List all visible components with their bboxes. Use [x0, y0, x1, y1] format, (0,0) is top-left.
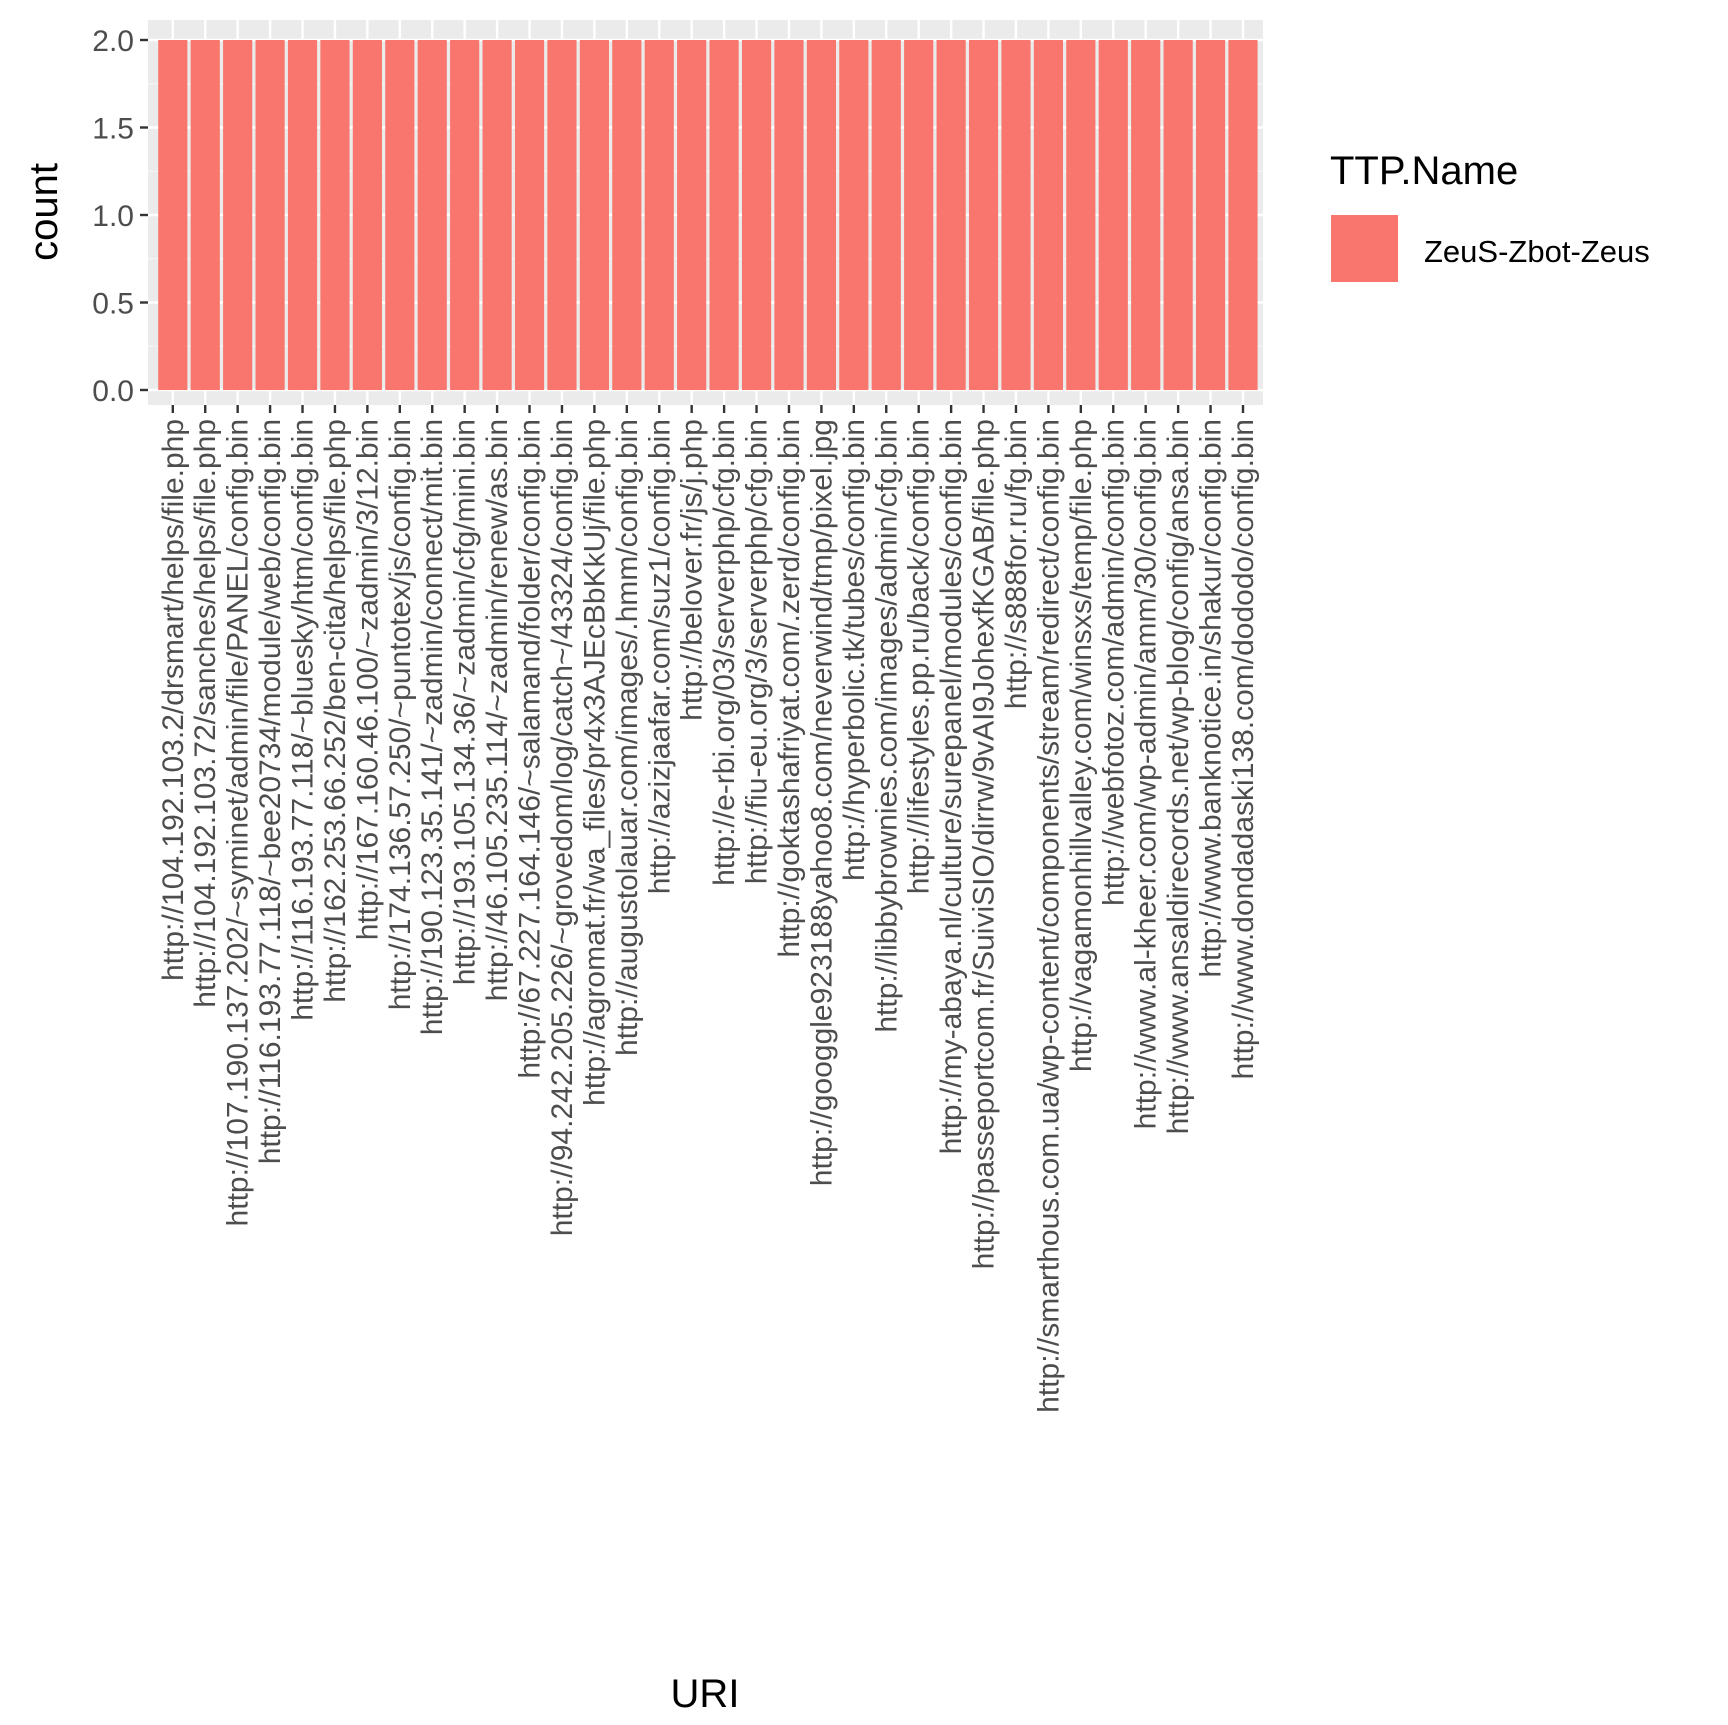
x-tick-label: http://webfotoz.com/admin/config.bin — [1097, 419, 1130, 906]
bar — [287, 40, 318, 390]
y-tick-label: 1.0 — [92, 200, 134, 233]
legend-label: ZeuS-Zbot-Zeus — [1424, 234, 1650, 269]
bar — [612, 40, 642, 390]
x-tick-label: http://smarthous.com.ua/wp-content/compo… — [1032, 419, 1065, 1413]
x-tick-label: http://vagamonhillvalley.com/winsxs/temp… — [1065, 419, 1098, 1072]
bar — [806, 40, 836, 390]
bar — [774, 40, 804, 390]
x-tick-label: http://www.al-kheer.com/wp-admin/amm/30/… — [1130, 419, 1163, 1129]
bar — [709, 40, 739, 390]
x-tick-label: http://107.190.137.202/~syminet/admin/fi… — [222, 419, 255, 1226]
y-tick-label: 0.5 — [92, 288, 134, 321]
bar — [936, 40, 966, 390]
x-tick-label: http://104.192.103.2/drsmart/helps/file.… — [157, 419, 190, 981]
x-axis-title: URI — [671, 1672, 740, 1716]
x-tick-label: http://www.dondadaski138.com/dododo/conf… — [1227, 419, 1260, 1079]
x-tick-label: http://104.192.103.72/sanches/helps/file… — [189, 419, 222, 1008]
x-tick-label: http://94.242.205.226/~grovedom/log/catc… — [546, 419, 579, 1236]
y-axis: 0.0 0.5 1.0 1.5 2.0 — [92, 25, 148, 408]
bar — [1066, 40, 1096, 390]
x-tick-label: http://belover.fr/js/j.php — [676, 419, 709, 721]
x-tick-label: http://agromat.fr/wa_files/pr4x3AJEcBbKk… — [578, 419, 611, 1106]
bar — [158, 40, 188, 390]
x-tick-label: http://fiu-eu.org/3/serverphp/cfg.bin — [741, 419, 774, 884]
bars — [158, 40, 1258, 390]
x-tick-label: http://www.banknotice.in/shakur/config.b… — [1195, 419, 1228, 978]
x-tick-label: http://googgle923188yahoo8.com/neverwind… — [805, 419, 838, 1186]
x-tick-label: http://lifestyles.pp.ru/back/config.bin — [903, 419, 936, 894]
y-tick-label: 1.5 — [92, 113, 134, 146]
y-tick-label: 2.0 — [92, 25, 134, 58]
bar — [352, 40, 382, 390]
bar — [547, 40, 577, 390]
bar — [968, 40, 999, 390]
legend: TTP.Name ZeuS-Zbot-Zeus — [1330, 149, 1650, 282]
bar — [904, 40, 934, 390]
bar — [450, 40, 480, 390]
bar — [839, 40, 869, 390]
bar — [644, 40, 674, 390]
x-tick-label: http://67.227.164.146/~salamand/folder/c… — [514, 419, 547, 1079]
x-tick-label: http://190.123.35.141/~zadmin/connect/mi… — [416, 419, 449, 1035]
x-axis: http://104.192.103.2/drsmart/helps/file.… — [157, 405, 1260, 1413]
y-axis-title: count — [22, 163, 66, 261]
x-tick-label: http://augustolauar.com/images/.hmm/conf… — [611, 419, 644, 1056]
x-tick-label: http://hyperbolic.tk/tubes/config.bin — [838, 419, 871, 881]
x-tick-label: http://167.160.46.100/~zadmin/3/12.bin — [351, 419, 384, 940]
bar — [1163, 40, 1193, 390]
bar — [255, 40, 285, 390]
bar — [871, 40, 901, 390]
x-tick-label: http://116.193.77.118/~bee20734/module/w… — [254, 419, 287, 1164]
x-tick-label: http://my-abaya.nl/culture/surepanel/mod… — [935, 419, 968, 1154]
bar — [579, 40, 609, 390]
legend-key — [1331, 215, 1398, 282]
bar — [1195, 40, 1226, 390]
x-tick-label: http://s888for.ru/fg.bin — [1000, 419, 1033, 709]
bar — [190, 40, 220, 390]
bar — [1098, 40, 1128, 390]
bar — [1228, 40, 1258, 390]
bar — [482, 40, 512, 390]
x-tick-label: http://azizjaafar.com/suz1/config.bin — [643, 419, 676, 894]
x-tick-label: http://174.136.57.250/~puntotex/js/confi… — [384, 419, 417, 1010]
bar — [677, 40, 707, 390]
x-tick-label: http://162.253.66.252/ben-cita/helps/fil… — [319, 419, 352, 1003]
bar — [223, 40, 253, 390]
bar — [514, 40, 545, 390]
bar — [1033, 40, 1064, 390]
x-tick-label: http://passeportcom.fr/SuiviSIO/dirrw/9v… — [968, 419, 1001, 1269]
bar — [1001, 40, 1031, 390]
x-tick-label: http://www.ansaldirecords.net/wp-blog/co… — [1162, 419, 1195, 1134]
bar — [417, 40, 447, 390]
bar — [741, 40, 772, 390]
x-tick-label: http://e-rbi.org/03/serverphp/cfg.bin — [708, 419, 741, 886]
legend-title: TTP.Name — [1330, 149, 1518, 193]
bar — [385, 40, 415, 390]
bar — [1131, 40, 1161, 390]
x-tick-label: http://116.193.77.118/~bluesky/htm/confi… — [287, 419, 320, 1021]
x-tick-label: http://193.105.134.36/~zadmin/cfg/mini.b… — [449, 419, 482, 985]
y-tick-label: 0.0 — [92, 375, 134, 408]
x-tick-label: http://libbybrownies.com/images/admin/cf… — [870, 419, 903, 1033]
x-tick-label: http://46.105.235.114/~zadmin/renew/as.b… — [481, 419, 514, 1001]
x-tick-label: http://goktashafriyat.com/.zerd/config.b… — [773, 419, 806, 958]
bar — [320, 40, 350, 390]
